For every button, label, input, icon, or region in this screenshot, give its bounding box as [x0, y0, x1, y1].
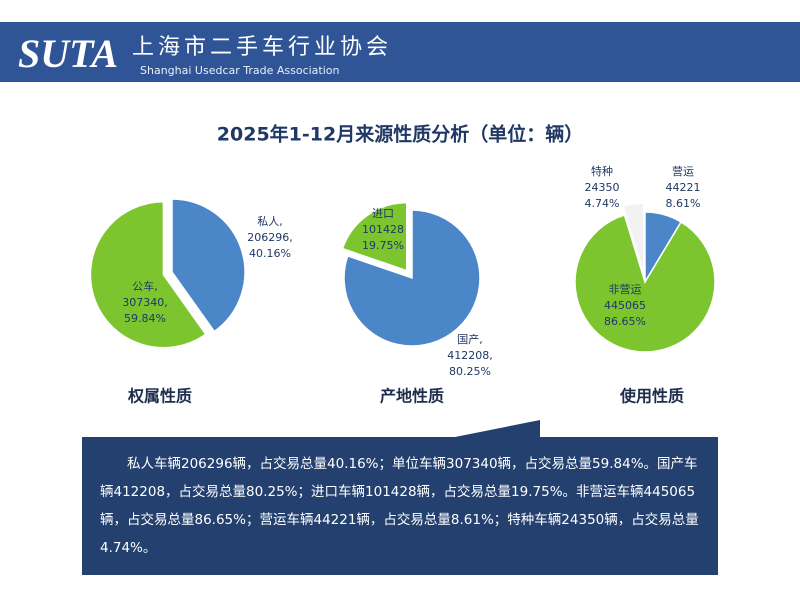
data-label: 24350 [585, 181, 620, 194]
data-label: 国产, [457, 332, 483, 346]
data-label: 445065 [604, 299, 646, 312]
pie-slice [622, 202, 645, 274]
pie-slice [343, 209, 481, 347]
pie-slice [89, 200, 207, 349]
data-label: 私人, [257, 215, 283, 228]
data-label: 80.25% [449, 365, 491, 378]
summary-box [82, 420, 718, 575]
pie-slice [341, 201, 408, 272]
summary-text: 私人车辆206296辆，占交易总量40.16%；单位车辆307340辆，占交易总… [100, 456, 699, 556]
data-label: 进口 [372, 207, 394, 220]
chart-title: 使用性质 [619, 387, 684, 406]
logo: SUTA [18, 31, 118, 76]
data-label: 19.75% [362, 239, 404, 252]
data-label: 59.84% [124, 312, 166, 325]
data-label: 412208, [447, 349, 493, 362]
data-label: 非营运 [609, 282, 642, 296]
chart-title: 产地性质 [380, 387, 444, 406]
chart-title: 权属性质 [127, 387, 192, 406]
data-label: 307340, [122, 296, 168, 309]
data-label: 公车, [132, 279, 158, 293]
data-label: 206296, [247, 231, 293, 244]
data-label: 8.61% [666, 197, 701, 210]
data-label: 营运 [672, 164, 694, 178]
data-label: 101428 [362, 223, 404, 236]
data-label: 86.65% [604, 315, 646, 328]
data-label: 44221 [666, 181, 701, 194]
org-name: 上海市二手车行业协会 [132, 35, 392, 60]
data-label: 4.74% [585, 197, 620, 210]
pie-slice [171, 198, 246, 333]
header-band [0, 22, 800, 82]
data-label: 40.16% [249, 247, 291, 260]
page-title: 2025年1-12月来源性质分析（单位：辆） [217, 123, 583, 146]
org-name-en: Shanghai Usedcar Trade Association [140, 64, 340, 77]
pie-slice [574, 214, 716, 353]
data-label: 特种 [591, 164, 613, 178]
